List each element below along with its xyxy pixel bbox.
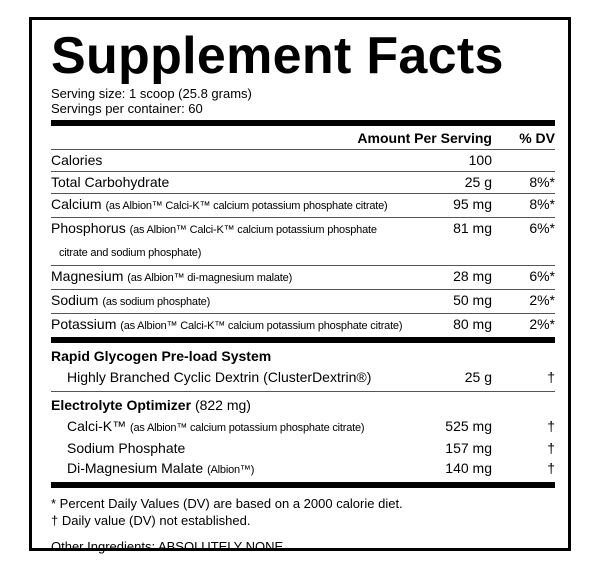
nutrient-row: Total Carbohydrate 25 g 8%*	[51, 172, 555, 194]
blend-heading: Electrolyte Optimizer (822 mg)	[51, 395, 555, 416]
blend-item-note: (Albion™)	[207, 464, 255, 476]
thick-divider	[51, 120, 555, 126]
nutrient-row: Sodium (as sodium phosphate) 50 mg 2%*	[51, 290, 555, 314]
blend-total: (822 mg)	[194, 397, 251, 413]
thick-divider	[51, 337, 555, 343]
column-header: Amount Per Serving % DV	[51, 128, 555, 150]
nutrient-row: Calcium (as Albion™ Calci-K™ calcium pot…	[51, 194, 555, 218]
nutrient-amount: 28 mg	[453, 268, 492, 284]
nutrient-amount: 100	[468, 152, 492, 168]
blend-item-dv: †	[547, 460, 555, 476]
nutrient-name: Potassium	[51, 316, 117, 332]
blend-item-name: Highly Branched Cyclic Dextrin (ClusterD…	[67, 369, 372, 385]
nutrient-name: Calories	[51, 152, 103, 168]
supplement-facts-panel: Supplement Facts Serving size: 1 scoop (…	[29, 17, 571, 554]
nutrient-dv: 2%*	[529, 292, 555, 308]
panel-title: Supplement Facts	[51, 27, 504, 85]
blend-item-amount: 25 g	[464, 369, 492, 385]
dv-header: % DV	[519, 130, 555, 146]
nutrient-dv: 6%*	[529, 268, 555, 284]
thick-divider	[51, 482, 555, 488]
blend-item-dv: †	[547, 440, 555, 456]
footnote-dv: * Percent Daily Values (DV) are based on…	[51, 496, 403, 511]
blend-item-name: Di-Magnesium Malate	[67, 460, 204, 476]
nutrient-name: Calcium	[51, 196, 102, 212]
nutrient-note: (as sodium phosphate)	[102, 296, 211, 308]
serving-size: Serving size: 1 scoop (25.8 grams)	[51, 86, 252, 101]
nutrient-name: Magnesium	[51, 268, 124, 284]
blend-item-amount: 525 mg	[445, 418, 492, 434]
nutrient-amount: 80 mg	[453, 316, 492, 332]
nutrient-note: (as Albion™ Calci-K™ calcium potassium p…	[120, 320, 403, 332]
blend-item-row: Highly Branched Cyclic Dextrin (ClusterD…	[51, 367, 555, 391]
nutrient-amount: 25 g	[464, 174, 492, 190]
servings-per-container: Servings per container: 60	[51, 101, 203, 116]
blend-item-amount: 157 mg	[445, 440, 492, 456]
nutrient-row: Calories 100	[51, 150, 555, 172]
blend-item-row: Sodium Phosphate 157 mg †	[51, 438, 555, 458]
nutrient-amount: 50 mg	[453, 292, 492, 308]
nutrient-dv: 8%*	[529, 174, 555, 190]
nutrient-name: Sodium	[51, 292, 99, 308]
blend-item-dv: †	[547, 418, 555, 434]
blend-title: Rapid Glycogen Pre-load System	[51, 348, 272, 364]
nutrient-row: Magnesium (as Albion™ di-magnesium malat…	[51, 266, 555, 290]
nutrient-row: Potassium (as Albion™ Calci-K™ calcium p…	[51, 314, 555, 337]
nutrient-amount: 95 mg	[453, 196, 492, 212]
footnote-dagger: † Daily value (DV) not established.	[51, 513, 251, 528]
other-ingredients: Other Ingredients: ABSOLUTELY NONE.	[51, 539, 287, 554]
blend-item-note: (as Albion™ calcium potassium phosphate …	[130, 422, 365, 434]
blend-title: Electrolyte Optimizer	[51, 397, 192, 413]
nutrient-note: (as Albion™ Calci-K™ calcium potassium p…	[105, 200, 388, 212]
blend-item-name: Calci-K™	[67, 418, 127, 434]
thin-divider	[51, 391, 555, 392]
nutrient-dv: 8%*	[529, 196, 555, 212]
blend-item-row: Calci-K™ (as Albion™ calcium potassium p…	[51, 416, 555, 438]
nutrient-amount: 81 mg	[453, 220, 492, 236]
blend-item-amount: 140 mg	[445, 460, 492, 476]
nutrient-name: Phosphorus	[51, 220, 126, 236]
blend-item-dv: †	[547, 369, 555, 385]
blend-item-row: Di-Magnesium Malate (Albion™) 140 mg †	[51, 458, 555, 482]
nutrient-note: (as Albion™ Calci-K™ calcium potassium p…	[129, 224, 377, 236]
blend-item-name: Sodium Phosphate	[67, 440, 186, 456]
nutrient-dv: 6%*	[529, 220, 555, 236]
nutrient-dv: 2%*	[529, 316, 555, 332]
nutrient-row: Phosphorus (as Albion™ Calci-K™ calcium …	[51, 218, 555, 266]
amount-header: Amount Per Serving	[357, 130, 492, 146]
nutrient-note-continued: citrate and sodium phosphate)	[59, 247, 202, 259]
nutrient-note: (as Albion™ di-magnesium malate)	[127, 272, 293, 284]
nutrient-name: Total Carbohydrate	[51, 174, 170, 190]
